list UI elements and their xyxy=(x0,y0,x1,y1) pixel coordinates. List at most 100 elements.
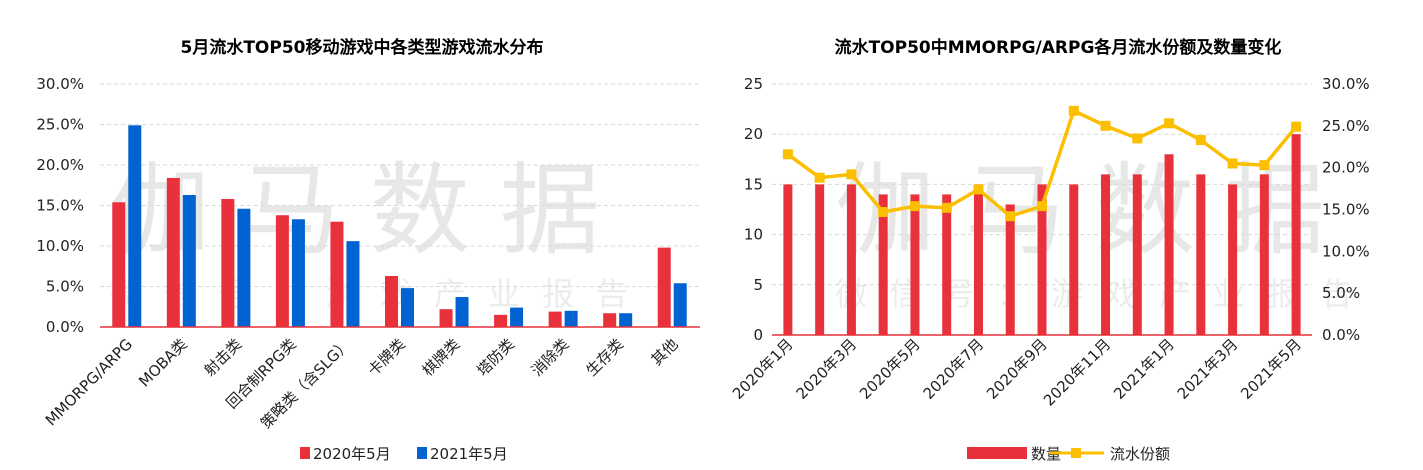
y-right-tick-label: 20.0% xyxy=(1322,159,1370,177)
count-bar xyxy=(846,184,856,335)
bar-2020 xyxy=(439,309,453,327)
share-point xyxy=(846,169,857,180)
watermark-sub-left: 微信号：游戏产业报告 xyxy=(110,275,650,313)
legend-swatch-count xyxy=(967,447,1027,459)
share-point xyxy=(878,207,889,218)
count-bar xyxy=(973,184,983,335)
count-bar xyxy=(1259,174,1269,335)
y-tick-label: 30.0% xyxy=(36,75,84,93)
count-bar xyxy=(910,194,920,335)
bar-2020 xyxy=(166,177,180,327)
left-chart: 0.0% 5.0% 10.0% 15.0% 20.0% 25.0% 30.0% MMORPG/… xyxy=(36,75,700,463)
share-point xyxy=(1068,105,1079,116)
bar-2021 xyxy=(455,297,469,327)
legend-label: 流水份额 xyxy=(1110,445,1170,463)
x-tick-label: 2020年1月 xyxy=(729,335,797,403)
share-point xyxy=(941,202,952,213)
count-bar xyxy=(942,194,952,335)
count-bar xyxy=(1037,184,1047,335)
legend-label: 数量 xyxy=(1031,445,1061,463)
share-point xyxy=(909,201,920,212)
share-point xyxy=(1100,120,1111,131)
x-tick-label: 2021年1月 xyxy=(1110,335,1178,403)
share-point xyxy=(782,149,793,160)
bar-2020 xyxy=(494,314,508,327)
x-tick-label: 2020年9月 xyxy=(983,335,1051,403)
count-bar xyxy=(878,194,888,335)
bar-2021 xyxy=(237,208,251,327)
share-point xyxy=(1037,201,1047,212)
count-bar xyxy=(815,184,825,335)
count-bar xyxy=(1069,184,1079,335)
y-tick-label: 15.0% xyxy=(36,197,84,215)
bar-2021 xyxy=(401,288,414,327)
bar-2021 xyxy=(673,283,687,327)
count-bar xyxy=(1132,174,1142,335)
bar-2020 xyxy=(385,275,398,327)
share-point xyxy=(1005,211,1016,222)
x-tick-label: 2020年5月 xyxy=(856,335,924,403)
x-tick-label: 2021年3月 xyxy=(1174,335,1242,403)
legend-swatch xyxy=(417,447,427,459)
right-chart: 0 5 10 15 20 25 0.0% 5.0% 10.0% 15.0% 20.0% 25.0% 30… xyxy=(729,75,1370,463)
share-point xyxy=(1259,160,1270,171)
right-chart-title: 流水TOP50中MMORPG/ARPG各月流水份额及数量变化 xyxy=(835,37,1282,58)
share-point xyxy=(814,172,825,183)
bar-2020 xyxy=(112,202,126,327)
y-right-tick-label: 10.0% xyxy=(1322,242,1370,260)
bar-2020 xyxy=(221,199,235,327)
x-tick-label: 生存类 xyxy=(582,335,627,380)
count-bar xyxy=(1228,184,1238,335)
bar-2020 xyxy=(603,313,617,327)
count-bar xyxy=(1196,174,1206,335)
x-tick-label: 射击类 xyxy=(201,335,246,380)
legend-swatch xyxy=(300,447,310,459)
x-tick-label: 2020年11月 xyxy=(1040,335,1114,409)
x-tick-label: 棋牌类 xyxy=(419,335,464,380)
count-bar xyxy=(1164,154,1174,335)
y-left-tick-label: 10 xyxy=(744,226,763,244)
count-bar xyxy=(1101,174,1111,335)
share-point xyxy=(1227,158,1238,169)
y-left-tick-label: 0 xyxy=(753,326,763,344)
y-tick-label: 0.0% xyxy=(46,318,84,336)
bar-2021 xyxy=(619,313,633,327)
y-left-tick-label: 20 xyxy=(744,125,763,143)
bar-2021 xyxy=(182,194,196,327)
y-right-tick-label: 30.0% xyxy=(1322,75,1370,93)
x-tick-label: 卡牌类 xyxy=(364,335,409,380)
bar-2021 xyxy=(128,125,142,327)
legend-marker xyxy=(1071,448,1081,458)
y-tick-label: 5.0% xyxy=(46,278,84,296)
left-chart-title: 5月流水TOP50移动游戏中各类型游戏流水分布 xyxy=(181,37,544,58)
y-left-tick-label: 5 xyxy=(753,276,763,294)
legend-label: 2021年5月 xyxy=(430,445,508,463)
y-tick-label: 25.0% xyxy=(36,116,84,134)
count-bar xyxy=(783,184,793,335)
y-right-tick-label: 5.0% xyxy=(1322,284,1360,302)
share-point xyxy=(1291,121,1302,132)
y-right-tick-label: 15.0% xyxy=(1322,201,1370,219)
bar-2021 xyxy=(346,241,360,327)
share-point xyxy=(1164,118,1175,129)
legend-label: 2020年5月 xyxy=(313,445,391,463)
x-tick-label: 2020年3月 xyxy=(793,335,861,403)
bar-2020 xyxy=(275,215,289,327)
bar-2020 xyxy=(330,221,344,327)
x-tick-label: MOBA类 xyxy=(135,335,190,390)
y-right-tick-label: 0.0% xyxy=(1322,326,1360,344)
bar-2020 xyxy=(657,247,671,327)
y-tick-label: 20.0% xyxy=(36,156,84,174)
y-right-tick-label: 25.0% xyxy=(1322,117,1370,135)
bar-2020 xyxy=(548,311,562,327)
bar-2021 xyxy=(564,310,578,327)
x-tick-label: 其他 xyxy=(648,335,682,369)
y-left-tick-label: 15 xyxy=(744,175,763,193)
x-tick-label: MMORPG/ARPG xyxy=(42,335,136,429)
bar-2021 xyxy=(291,219,305,327)
y-tick-label: 10.0% xyxy=(36,237,84,255)
share-point xyxy=(1132,133,1143,144)
share-point xyxy=(973,184,984,195)
count-bar xyxy=(1005,204,1015,335)
